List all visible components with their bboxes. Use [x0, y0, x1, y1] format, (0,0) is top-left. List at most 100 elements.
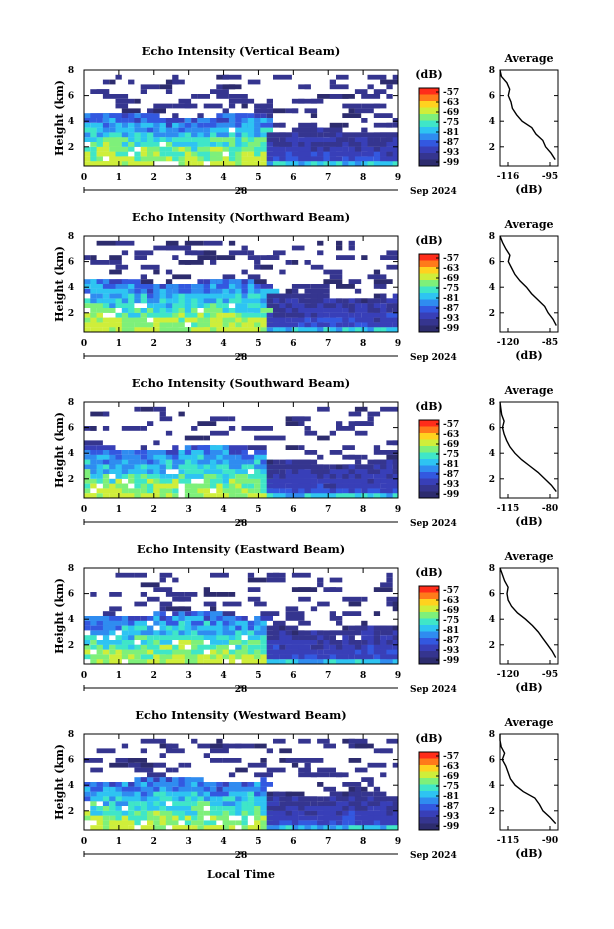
- heatmap-cell: [310, 317, 324, 323]
- heatmap-cell: [254, 791, 261, 797]
- heatmap-cell: [216, 791, 229, 797]
- heatmap-cell: [203, 488, 210, 494]
- heatmap-cell: [291, 245, 305, 251]
- colorbar-swatch: [419, 306, 439, 313]
- heatmap-cell: [373, 269, 381, 275]
- heatmap-cell: [96, 454, 110, 460]
- heatmap-cell: [373, 635, 381, 640]
- heatmap-cell: [203, 753, 210, 758]
- colorbar-tick-label: -57: [443, 88, 459, 98]
- heatmap-cell: [102, 493, 110, 498]
- heatmap-cell: [147, 815, 154, 821]
- heatmap-cell: [165, 89, 173, 94]
- heatmap-cell: [279, 269, 286, 275]
- heatmap-cell: [159, 777, 166, 782]
- heatmap-cell: [172, 483, 179, 489]
- heatmap-cell: [235, 625, 242, 631]
- heatmap-cell: [109, 493, 116, 498]
- heatmap-cell: [266, 298, 273, 304]
- average-x-tick-label: -115: [497, 504, 520, 514]
- heatmap-cell: [178, 142, 198, 147]
- colorbar-swatch: [419, 472, 439, 479]
- heatmap-cell: [128, 801, 135, 806]
- heatmap-cell: [260, 464, 267, 470]
- colorbar-swatch: [419, 280, 439, 287]
- heatmap-cell: [197, 815, 204, 821]
- heatmap-cell: [109, 288, 116, 294]
- colorbar-tick-label: -75: [443, 782, 459, 792]
- heatmap-cell: [96, 791, 103, 797]
- colorbar-swatch: [419, 146, 439, 154]
- heatmap-cell: [210, 156, 229, 162]
- heatmap-cell: [348, 659, 355, 664]
- heatmap-cell: [285, 298, 292, 304]
- heatmap-cell: [172, 464, 179, 470]
- heatmap-cell: [329, 635, 336, 640]
- heatmap-cell: [90, 151, 97, 157]
- heatmap-cell: [153, 127, 160, 133]
- heatmap-cell: [304, 767, 311, 773]
- average-x-tick-label: -85: [542, 338, 558, 348]
- colorbar-unit-label: (dB): [415, 400, 442, 413]
- heatmap-cell: [184, 435, 204, 441]
- colorbar-swatch: [419, 638, 439, 645]
- heatmap-cell: [178, 762, 185, 768]
- heatmap-cell: [140, 322, 147, 328]
- heatmap-cell: [203, 659, 210, 664]
- heatmap-cell: [184, 654, 204, 660]
- colorbar-swatch: [419, 797, 439, 805]
- heatmap-cell: [304, 84, 311, 90]
- heatmap-cell: [235, 474, 248, 479]
- heatmap-cell: [96, 630, 110, 636]
- heatmap-cell: [254, 108, 273, 114]
- heatmap-cell: [317, 151, 324, 157]
- heatmap-cell: [128, 127, 135, 133]
- heatmap-cell: [342, 625, 349, 631]
- heatmap-cell: [184, 635, 192, 640]
- colorbar-swatch: [419, 107, 439, 115]
- heatmap-cell: [386, 488, 393, 494]
- heatmap-cell: [298, 445, 305, 450]
- heatmap-cell: [254, 474, 261, 479]
- heatmap-cell: [115, 801, 135, 806]
- heatmap-cell: [361, 146, 368, 152]
- heatmap-cell: [342, 151, 355, 157]
- heatmap-cell: [241, 493, 248, 498]
- heatmap-cell: [147, 288, 154, 294]
- heatmap-cell: [121, 743, 129, 749]
- heatmap-cell: [222, 156, 229, 162]
- heatmap-cell: [361, 635, 368, 640]
- heatmap-cell: [241, 312, 261, 318]
- heatmap-cell: [172, 767, 179, 773]
- heatmap-cell: [254, 308, 261, 313]
- heatmap-cell: [128, 454, 141, 460]
- average-frame: [499, 69, 559, 167]
- heatmap-cell: [342, 464, 355, 470]
- heatmap-cell: [178, 620, 185, 626]
- heatmap-cell: [191, 635, 210, 640]
- average-profile-line: [499, 734, 557, 825]
- heatmap-cell: [121, 322, 135, 328]
- date-label: Sep 2024: [410, 519, 457, 529]
- heatmap-cell: [260, 146, 267, 152]
- heatmap-cell: [336, 488, 343, 494]
- heatmap-cell: [134, 806, 141, 811]
- heatmap-cell: [140, 445, 147, 450]
- heatmap-cell: [348, 654, 355, 660]
- heatmap-cell: [134, 317, 147, 323]
- heatmap-cell: [254, 435, 273, 441]
- heatmap-cell: [380, 625, 387, 631]
- heatmap-cell: [197, 659, 204, 664]
- heatmap-cell: [392, 137, 399, 142]
- heatmap-cell: [342, 801, 355, 806]
- colorbar-swatch: [419, 293, 439, 300]
- heatmap-cell: [210, 137, 223, 142]
- heatmap-cell: [241, 269, 248, 275]
- heatmap-cell: [329, 478, 336, 484]
- heatmap-cell: [228, 94, 248, 99]
- heatmap-cell: [216, 782, 223, 787]
- heatmap-cell: [279, 796, 292, 802]
- heatmap-cell: [228, 426, 236, 431]
- heatmap-cell: [247, 156, 261, 162]
